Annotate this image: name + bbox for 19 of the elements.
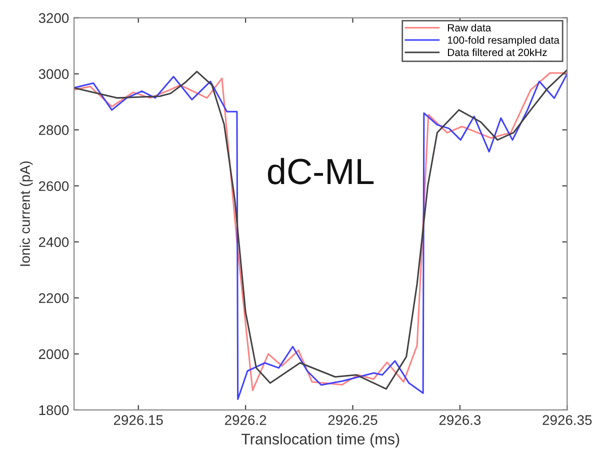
- x-tick-label: 2926.2: [225, 415, 266, 425]
- legend-label: 100-fold resampled data: [448, 36, 560, 46]
- x-tick-label: 2926.35: [542, 415, 592, 425]
- x-axis-title: Translocation time (ms): [241, 433, 400, 448]
- annotation: dC-ML: [268, 158, 374, 184]
- y-tick-label: 1800: [39, 405, 69, 416]
- y-tick-label: 3200: [38, 13, 69, 23]
- legend-label: Raw data: [448, 24, 492, 32]
- y-axis-title: Ionic current (pA): [20, 161, 33, 266]
- y-tick-label: 2400: [38, 237, 69, 248]
- y-tick-label: 3000: [38, 69, 69, 80]
- x-tick-label: 2926.3: [439, 415, 481, 425]
- y-tick-label: 2600: [38, 181, 69, 192]
- x-tick-label: 2926.25: [328, 415, 378, 425]
- y-tick-label: 2200: [38, 293, 69, 304]
- y-tick-label: 2000: [38, 349, 69, 360]
- y-tick-label: 2800: [38, 125, 69, 136]
- legend-label: Data filtered at 20kHz: [448, 48, 547, 56]
- x-tick-label: 2926.15: [114, 415, 163, 425]
